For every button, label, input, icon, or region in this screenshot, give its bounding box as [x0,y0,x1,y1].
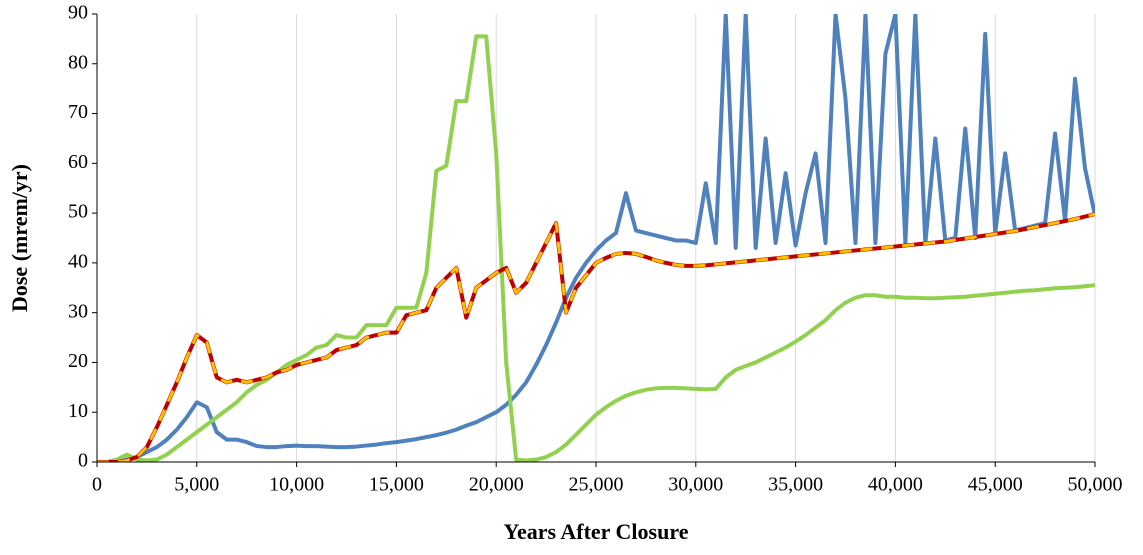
x-tick-label: 45,000 [968,474,1023,496]
series-line [97,212,1095,462]
x-tick-label: 25,000 [569,474,624,496]
series-line [97,14,1095,462]
x-axis-title: Years After Closure [504,519,689,544]
y-axis-title: Dose (mrem/yr) [7,164,32,312]
x-tick-label: 20,000 [469,474,524,496]
y-tick-label: 80 [68,51,88,73]
y-tick-label: 60 [68,151,88,173]
y-tick-label: 10 [68,400,88,422]
y-tick-label: 30 [68,300,88,322]
x-tick-label: 0 [92,474,102,496]
y-tick-label: 20 [68,350,88,372]
x-tick-label: 35,000 [768,474,823,496]
x-tick-label: 15,000 [369,474,424,496]
y-tick-label: 40 [68,250,88,272]
x-tick-label: 40,000 [868,474,923,496]
grid [96,14,1096,462]
series-line [97,34,1095,462]
y-tick-label: 70 [68,101,88,123]
axes: 0 5,000 10,000 15,000 20,000 25,000 30,000 35,0… [68,2,1123,496]
plot-area [97,14,1095,462]
y-tick-label: 90 [68,2,88,24]
y-tick-label: 50 [68,201,88,223]
y-tick-label: 0 [78,450,88,472]
x-tick-label: 10,000 [269,474,324,496]
x-tick-label: 50,000 [1068,474,1123,496]
x-tick-label: 5,000 [174,474,219,496]
x-tick-label: 30,000 [668,474,723,496]
